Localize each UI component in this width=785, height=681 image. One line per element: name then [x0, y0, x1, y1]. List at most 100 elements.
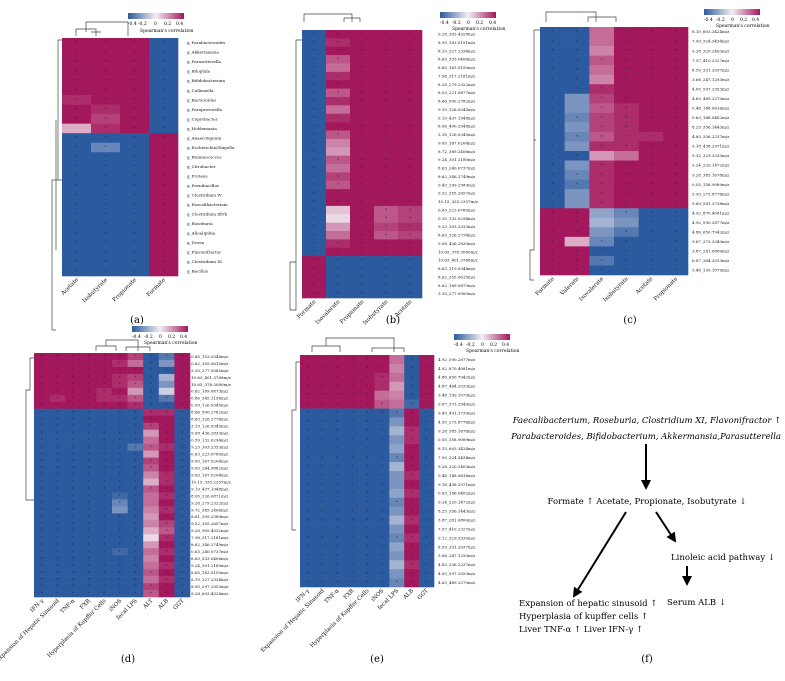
heatmap-cell [112, 366, 128, 375]
significance-marker: * [41, 431, 43, 435]
heatmap-cell [589, 160, 615, 171]
heatmap-cell [120, 161, 150, 172]
significance-marker: * [576, 259, 578, 263]
significance-marker: * [411, 527, 413, 531]
significance-marker: * [57, 508, 59, 512]
significance-marker: * [551, 183, 553, 187]
significance-marker: * [103, 522, 105, 526]
heatmap-cell [663, 122, 689, 133]
significance-marker: * [381, 420, 383, 424]
significance-marker: * [181, 494, 183, 498]
significance-marker: * [381, 492, 383, 496]
significance-marker: * [163, 117, 165, 121]
heatmap-cell [65, 506, 82, 514]
significance-marker: * [135, 564, 137, 568]
heatmap-cell [326, 222, 351, 232]
significance-marker: * [105, 79, 107, 83]
heatmap-cell [34, 527, 50, 535]
significance-marker: * [41, 424, 43, 428]
row-label: 9.18_438.2971m/z [438, 482, 475, 487]
significance-marker: * [409, 66, 411, 70]
significance-marker: * [313, 259, 315, 263]
heatmap-cell [398, 256, 423, 265]
heatmap-cell [158, 394, 175, 403]
significance-marker: * [307, 367, 309, 371]
heatmap-cell [540, 179, 565, 190]
heatmap-cell [564, 112, 590, 123]
significance-marker: * [411, 367, 413, 371]
column-label: Isobutyrate [82, 277, 110, 305]
significance-marker: * [181, 571, 183, 575]
significance-marker: * [134, 127, 136, 131]
significance-marker: * [675, 268, 677, 272]
heatmap-cell [359, 462, 375, 472]
significance-marker: * [119, 543, 121, 547]
significance-marker: * [313, 233, 315, 237]
significance-marker: * [88, 445, 90, 449]
significance-marker: * [650, 154, 652, 158]
heatmap-cell [564, 246, 590, 257]
heatmap-cell [350, 122, 375, 131]
heatmap-cell [91, 237, 121, 248]
significance-marker: * [88, 529, 90, 533]
significance-marker: * [426, 483, 428, 487]
significance-marker: * [313, 74, 315, 78]
significance-marker: * [76, 241, 78, 245]
significance-marker: * [105, 146, 107, 150]
row-label: 4.92_870.4081m/z [438, 366, 475, 371]
row-label: 8.66_500.2782m/z [191, 410, 228, 415]
heatmap-cell [398, 46, 423, 56]
heatmap-cell [112, 380, 128, 389]
heatmap-cell [374, 138, 399, 148]
heatmap-cell [404, 426, 420, 436]
heatmap-cell [589, 36, 615, 47]
heatmap-cell [127, 499, 144, 507]
significance-marker: * [76, 174, 78, 178]
significance-marker: * [576, 230, 578, 234]
significance-marker: * [103, 557, 105, 561]
significance-marker: * [361, 175, 363, 179]
heatmap-cell [344, 515, 360, 525]
significance-marker: * [41, 487, 43, 491]
row-label: 8.28_279.2322m/z [438, 82, 475, 87]
panel-label-c: (c) [623, 315, 637, 326]
heatmap-cell [62, 171, 92, 182]
significance-marker: * [313, 83, 315, 87]
significance-marker: * [57, 501, 59, 505]
significance-marker: * [150, 369, 152, 373]
heatmap-cell [65, 590, 82, 598]
significance-marker: * [351, 438, 353, 442]
significance-marker: * [625, 192, 627, 196]
row-label: 8.65_183.0150m/z [438, 65, 475, 70]
heatmap-cell [344, 506, 360, 516]
row-label: 9.19_126.0345m/z [438, 107, 475, 112]
significance-marker: * [57, 543, 59, 547]
heatmap-cell [359, 551, 375, 561]
heatmap-cell [350, 256, 375, 265]
significance-marker: * [385, 225, 387, 229]
heatmap-cell [663, 131, 689, 142]
significance-marker: * [361, 158, 363, 162]
heatmap-cell [158, 562, 175, 570]
heatmap-cell [589, 227, 615, 238]
heatmap-cell [404, 497, 420, 507]
heatmap-cell [419, 462, 435, 472]
heatmap-cell [300, 453, 316, 463]
significance-marker: * [119, 438, 121, 442]
heatmap-cell [359, 355, 375, 365]
heatmap-cell [344, 355, 360, 365]
heatmap-cell [314, 381, 331, 391]
heatmap-cell [404, 435, 420, 445]
heatmap-cell [564, 151, 590, 161]
row-label: 9.24_301.2180m/z [191, 563, 228, 568]
heatmap-cell [112, 443, 128, 451]
significance-marker: * [72, 390, 74, 394]
heatmap-cell [540, 55, 565, 66]
significance-marker: * [57, 529, 59, 533]
heatmap-cell [326, 247, 351, 257]
row-label: 8.59_331.2037m/z [692, 67, 729, 72]
significance-marker: * [41, 494, 43, 498]
heatmap-cell [638, 265, 664, 276]
significance-marker: * [625, 173, 627, 177]
significance-marker: * [366, 358, 368, 362]
